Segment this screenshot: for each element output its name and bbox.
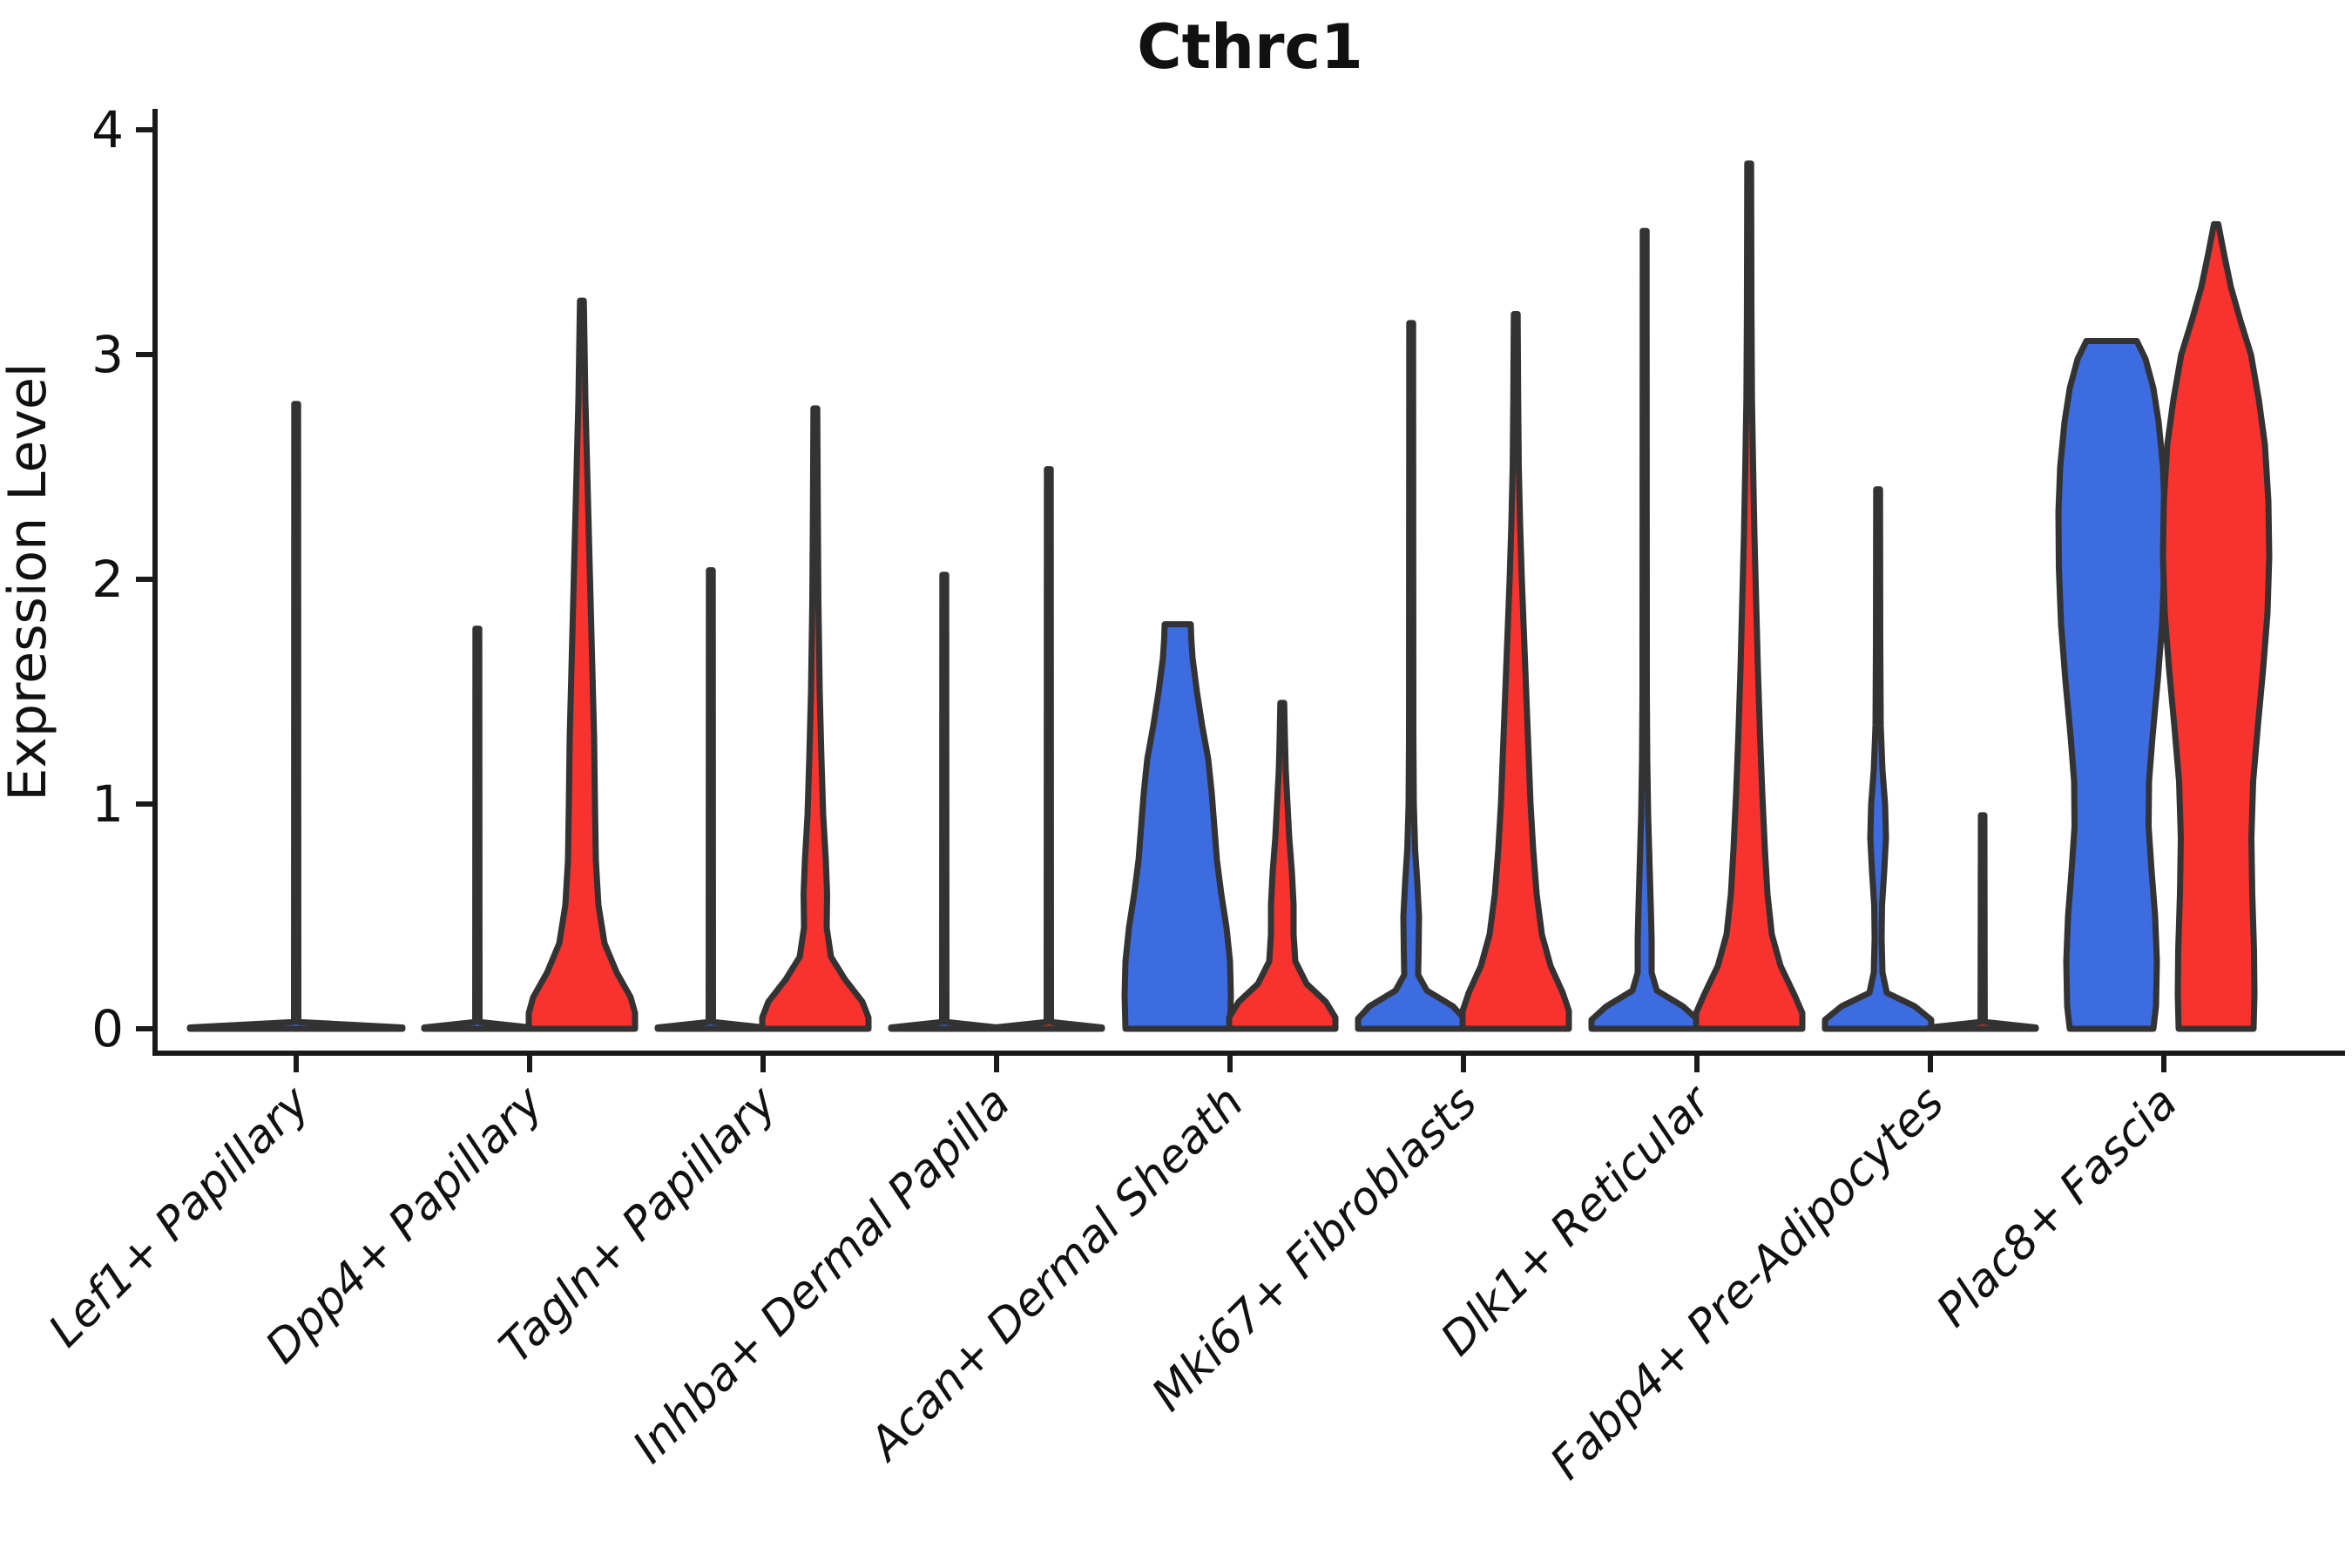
- data-point-dot: [1978, 888, 1987, 896]
- violin-category: [1355, 311, 1572, 1032]
- chart-title: Cthrc1: [1137, 11, 1362, 83]
- data-point-dot: [1978, 939, 1987, 948]
- violin-category: [1821, 486, 2039, 1032]
- violin-category: [2055, 220, 2273, 1032]
- x-tick-label: Acan+ Dermal Sheath: [858, 1077, 1254, 1472]
- x-tick-label: Inhba+ Dermal Papilla: [623, 1077, 1020, 1474]
- data-point-dot: [1978, 834, 1987, 842]
- violin-red: [1226, 700, 1339, 1032]
- violin-red: [1926, 812, 2039, 1032]
- violin-category: [1121, 621, 1339, 1032]
- y-tick-label: 1: [91, 774, 124, 834]
- violin-red: [1459, 311, 1572, 1032]
- violin-blue: [888, 571, 1001, 1032]
- y-tick-label: 2: [91, 550, 124, 609]
- violin-category: [1588, 160, 1806, 1032]
- violin-category: [421, 297, 639, 1032]
- violin-blue: [1355, 320, 1468, 1032]
- y-axis-label: Expression Level: [0, 362, 58, 801]
- x-tick-label: Fabp4+ Pre-Adipocytes: [1541, 1077, 1955, 1490]
- data-point-dot: [1978, 815, 1987, 824]
- violin-red: [525, 297, 639, 1032]
- violin-blue: [654, 567, 767, 1032]
- y-tick-label: 0: [91, 999, 124, 1058]
- violin-blue: [2055, 338, 2168, 1032]
- x-tick-label: Plac8+ Fascia: [1927, 1077, 2187, 1337]
- violin-red: [992, 466, 1105, 1032]
- violin-red: [1693, 160, 1806, 1032]
- violin-blue: [1821, 486, 1935, 1032]
- violin-red: [759, 405, 872, 1032]
- violin-category: [186, 401, 406, 1032]
- violin-red: [2159, 220, 2273, 1032]
- violin-category: [654, 405, 872, 1032]
- y-tick-label: 3: [91, 325, 124, 384]
- violins-layer: [186, 160, 2273, 1032]
- violin-blue: [186, 401, 406, 1032]
- y-tick-label: 4: [91, 100, 124, 159]
- violin-blue: [1588, 227, 1701, 1032]
- violin-blue: [421, 625, 534, 1032]
- y-ticks: 0 1 2 3 4: [91, 100, 155, 1058]
- violin-category: [888, 466, 1105, 1032]
- violin-blue: [1121, 621, 1234, 1032]
